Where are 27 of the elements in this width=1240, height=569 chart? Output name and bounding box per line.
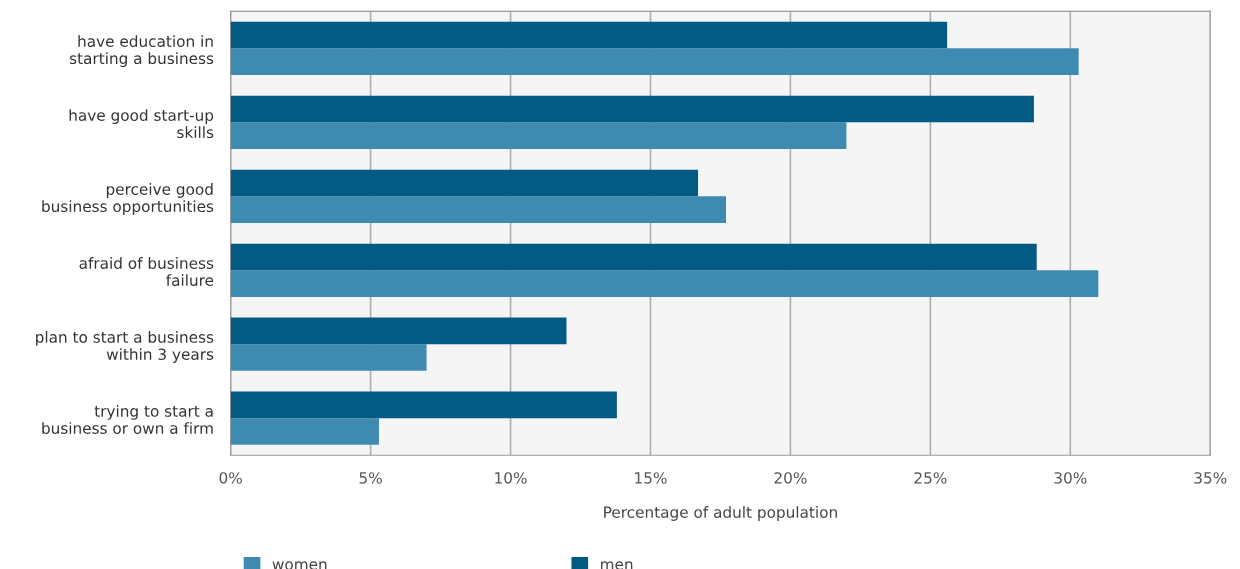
bar	[230, 48, 1079, 75]
bar	[230, 21, 948, 49]
bar	[230, 270, 1099, 297]
bar	[230, 317, 567, 345]
bar	[230, 122, 847, 149]
bar	[230, 344, 427, 371]
x-tick-label: 5%	[359, 472, 382, 484]
x-tick-label: 25%	[914, 472, 947, 484]
y-tick-label: trying to start a business or own a firm	[42, 405, 213, 434]
x-tick-label: 20%	[774, 472, 807, 484]
bar	[230, 418, 379, 445]
bar	[230, 169, 699, 197]
x-tick-label: 35%	[1194, 472, 1227, 484]
x-tick-label: 15%	[635, 472, 667, 484]
y-tick-label: have education in starting a business	[69, 35, 214, 68]
y-tick-label: perceive good business opportunities	[42, 183, 214, 215]
bar	[230, 391, 617, 419]
bar	[230, 196, 727, 223]
bar	[230, 95, 1034, 123]
x-tick-label: 30%	[1054, 472, 1087, 484]
x-tick-label: 10%	[495, 472, 527, 484]
x-axis-title: Percentage of adult population	[604, 506, 837, 521]
y-tick-label: plan to start a business within 3 years	[36, 331, 214, 363]
y-tick-label: afraid of business failure	[79, 257, 214, 287]
bar	[230, 243, 1037, 271]
y-tick-label: have good start-up skills	[69, 109, 214, 139]
x-tick-label: 0%	[219, 472, 242, 484]
